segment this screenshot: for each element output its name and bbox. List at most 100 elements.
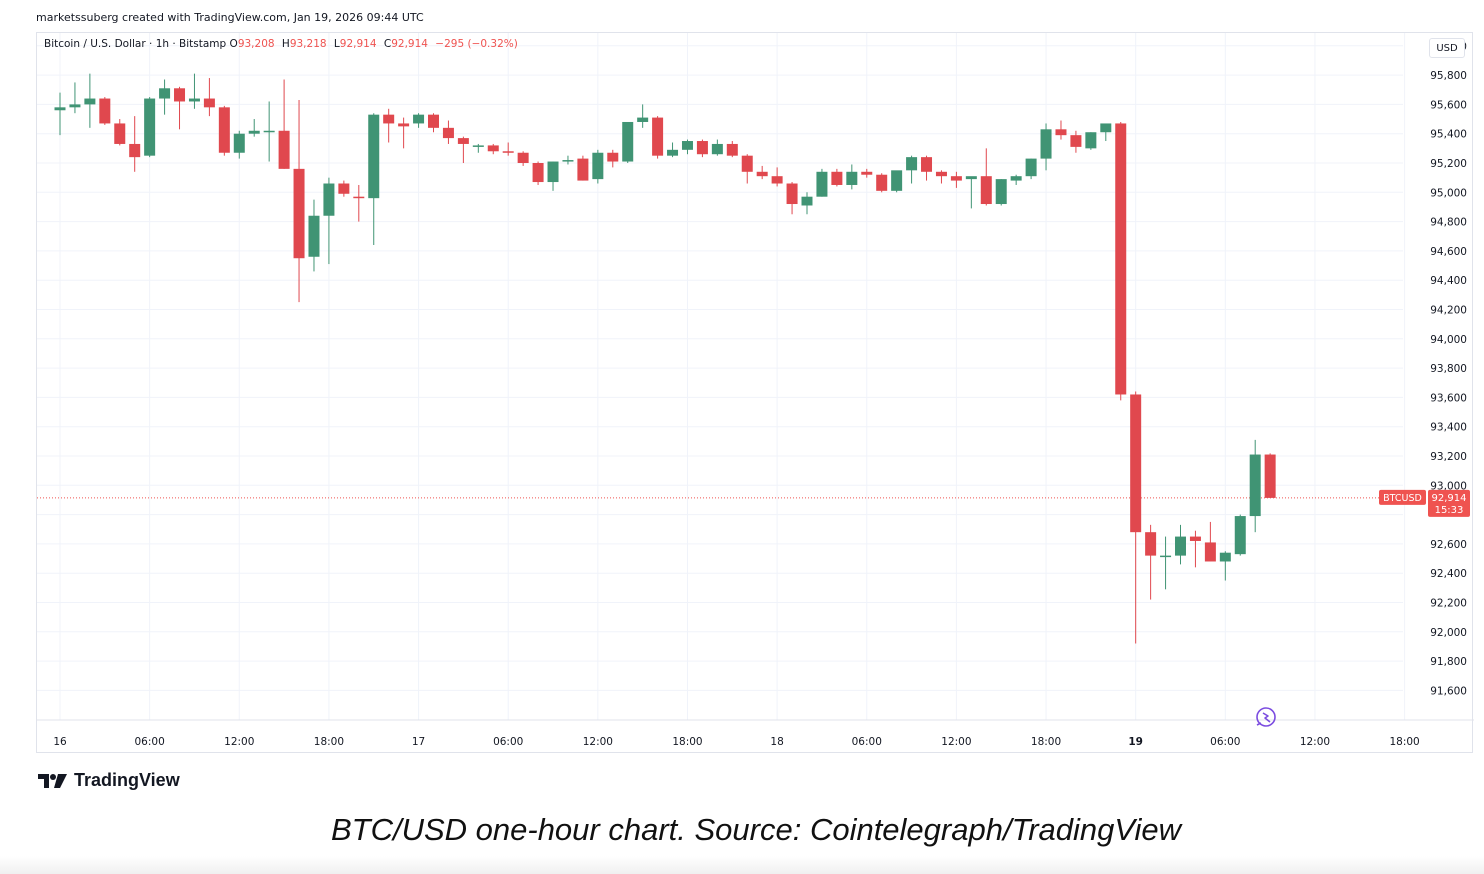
candle xyxy=(517,151,529,166)
price-tick-label: 95,200 xyxy=(1430,158,1467,170)
candle xyxy=(233,130,245,159)
sparkle-icon[interactable] xyxy=(1256,707,1276,727)
candle-body xyxy=(1189,536,1201,541)
candle-body xyxy=(517,152,529,163)
candle xyxy=(1055,120,1067,140)
candle xyxy=(218,105,230,156)
price-tick-label: 92,200 xyxy=(1430,598,1467,610)
candle xyxy=(338,180,350,197)
candle-body xyxy=(756,171,768,177)
close-label: C xyxy=(383,38,392,50)
candle xyxy=(532,161,544,185)
candle xyxy=(1025,158,1037,180)
candle xyxy=(950,171,962,188)
candle xyxy=(1234,514,1246,556)
candle-body xyxy=(1085,132,1097,149)
candle xyxy=(711,139,723,156)
candle-body xyxy=(353,196,365,199)
candle-body xyxy=(218,107,230,153)
time-tick-label: 18:00 xyxy=(1389,736,1419,748)
chart-panel[interactable]: 91,600 91,800 92,000 92,200 92,400 92,600 93,0… xyxy=(36,32,1474,754)
candle xyxy=(502,142,514,156)
currency-button[interactable]: USD xyxy=(1429,38,1465,58)
candle xyxy=(1010,174,1022,185)
chart-canvas[interactable]: 91,600 91,800 92,000 92,200 92,400 92,600 93,0… xyxy=(37,33,1474,754)
candle-body xyxy=(487,145,499,152)
candle-body xyxy=(144,98,156,156)
candle-body xyxy=(174,88,186,102)
time-tick-label: 19 xyxy=(1128,736,1143,748)
candle-body xyxy=(1100,123,1112,133)
candle-body xyxy=(338,183,350,194)
candle-body xyxy=(1070,135,1082,147)
candle xyxy=(756,165,768,180)
price-axis[interactable]: 91,600 91,800 92,000 92,200 92,400 92,600 93,0… xyxy=(1430,41,1467,698)
high-value: 93,218 xyxy=(289,38,327,50)
candle xyxy=(1100,123,1112,142)
time-tick-label: 17 xyxy=(412,736,425,748)
candle xyxy=(1175,524,1186,565)
candle xyxy=(562,155,574,165)
candle-body xyxy=(1010,176,1022,181)
candle xyxy=(457,136,469,163)
candle xyxy=(741,154,753,184)
candle xyxy=(129,116,141,172)
candle xyxy=(472,143,484,153)
low-value: 92,914 xyxy=(339,38,377,50)
candle-body xyxy=(711,143,723,155)
candle-body xyxy=(1145,532,1157,556)
candle-body xyxy=(681,141,693,150)
candle xyxy=(114,119,126,146)
candle-body xyxy=(891,170,903,191)
candle xyxy=(99,97,111,125)
candle-body xyxy=(622,121,634,162)
candle xyxy=(577,155,589,181)
candle-body xyxy=(203,98,215,108)
price-tick-label: 93,200 xyxy=(1430,451,1467,463)
candle xyxy=(935,170,947,184)
candle xyxy=(1189,530,1201,568)
time-axis[interactable]: 16 06:00 12:00 18:00 17 06:00 12:00 18:00 18 06:0… xyxy=(37,719,1474,748)
candle xyxy=(1145,524,1157,600)
candle-body xyxy=(861,171,873,175)
candle xyxy=(84,73,96,128)
candle-body xyxy=(428,114,439,128)
candle-body xyxy=(457,138,469,144)
candle xyxy=(442,120,454,144)
tradingview-logo-text: TradingView xyxy=(74,770,180,790)
symbol-price-tag: BTCUSD xyxy=(1379,489,1426,505)
candle-body xyxy=(965,176,977,180)
time-tick-label: 12:00 xyxy=(224,736,254,748)
time-tick-label: 06:00 xyxy=(493,736,523,748)
candle-body xyxy=(99,98,111,124)
price-tick-label: 95,600 xyxy=(1430,99,1467,111)
time-tick-label: 06:00 xyxy=(135,736,165,748)
candle-body xyxy=(876,174,888,191)
candle xyxy=(487,143,499,155)
candle-body xyxy=(1025,158,1037,177)
candle xyxy=(174,86,186,130)
symbol-legend: Bitcoin / U.S. Dollar · 1h · Bitstamp O9… xyxy=(44,38,518,50)
candle-body xyxy=(980,176,992,205)
candle xyxy=(1115,121,1127,401)
tradingview-logo[interactable]: TradingView xyxy=(38,770,180,791)
candle-body xyxy=(771,176,783,184)
price-tick-label: 92,600 xyxy=(1430,539,1467,551)
candle xyxy=(1249,439,1261,533)
price-tick-label: 95,800 xyxy=(1430,70,1467,82)
time-tick-label: 18:00 xyxy=(672,736,702,748)
candle-body xyxy=(502,151,514,153)
time-tick-label: 18:00 xyxy=(1031,736,1061,748)
candle xyxy=(1160,536,1172,590)
price-tag-bg xyxy=(1428,489,1470,517)
candle-body xyxy=(637,117,649,122)
candle-body xyxy=(1219,552,1231,562)
candle-body xyxy=(1115,123,1127,395)
candle xyxy=(861,168,873,178)
time-tick-label: 16 xyxy=(53,736,67,748)
candle-body xyxy=(472,145,484,147)
attribution-text: marketssuberg created with TradingView.c… xyxy=(36,11,424,24)
candle-body xyxy=(1055,129,1067,136)
candle xyxy=(607,149,619,168)
